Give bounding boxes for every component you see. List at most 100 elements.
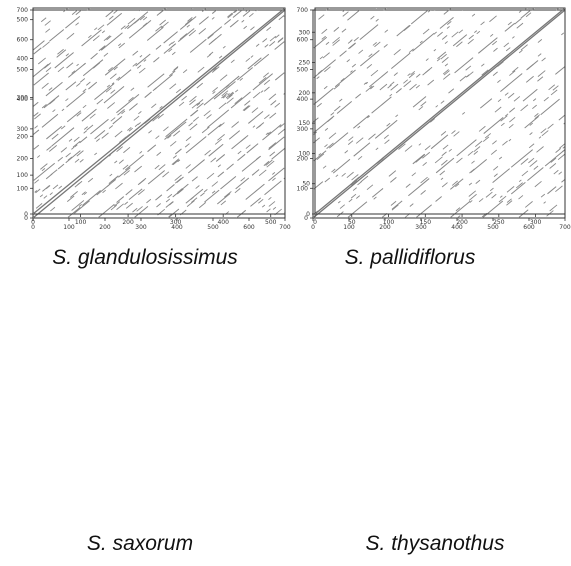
match-segment xyxy=(221,92,228,99)
match-segment xyxy=(511,36,515,39)
match-segment xyxy=(196,99,204,106)
match-segment xyxy=(403,25,411,32)
match-segment xyxy=(71,204,80,211)
match-segment xyxy=(116,76,121,81)
match-segment xyxy=(331,168,336,173)
match-segment xyxy=(152,115,160,122)
x-tick-label: 300 xyxy=(135,224,147,231)
repeat-segment xyxy=(481,200,504,218)
repeat-segment xyxy=(264,180,282,196)
repeat-segment xyxy=(450,178,464,190)
repeat-segment xyxy=(94,83,115,101)
match-segment xyxy=(234,188,241,194)
match-segment xyxy=(506,186,515,193)
repeat-segment xyxy=(510,149,534,168)
match-segment xyxy=(357,155,363,160)
match-segment xyxy=(520,158,529,165)
repeat-segment xyxy=(544,149,565,167)
match-segment xyxy=(363,82,367,85)
match-segment xyxy=(92,35,100,42)
match-segment xyxy=(132,207,138,213)
repeat-segment xyxy=(244,100,251,106)
match-segment xyxy=(526,63,534,71)
match-segment xyxy=(419,40,423,44)
match-segment xyxy=(66,32,75,40)
repeat-segment xyxy=(128,188,143,201)
match-segment xyxy=(41,82,49,89)
match-segment xyxy=(138,67,146,74)
y-tick-label: 700 xyxy=(297,7,309,14)
match-segment xyxy=(138,111,142,115)
match-segment xyxy=(420,190,426,195)
repeat-segment xyxy=(207,123,222,136)
repeat-segment xyxy=(66,110,82,123)
match-segment xyxy=(48,145,57,152)
match-segment xyxy=(427,10,432,13)
match-segment xyxy=(469,168,475,174)
match-segment xyxy=(350,70,353,73)
match-segment xyxy=(500,122,505,127)
match-segment xyxy=(467,38,474,45)
repeat-segment xyxy=(128,20,152,39)
match-segment xyxy=(36,155,41,158)
y-tick-label: 300 xyxy=(17,94,29,101)
match-segment xyxy=(520,44,528,51)
match-segment xyxy=(86,124,94,131)
match-segment xyxy=(120,25,126,30)
match-segment xyxy=(313,137,320,144)
match-segment xyxy=(137,64,142,69)
repeat-segment xyxy=(456,139,477,157)
match-segment xyxy=(321,35,326,40)
match-segment xyxy=(63,8,69,13)
match-segment xyxy=(113,66,118,71)
repeat-segment xyxy=(437,51,447,60)
match-segment xyxy=(441,35,448,40)
match-segment xyxy=(71,70,76,74)
match-segment xyxy=(211,181,219,187)
match-segment xyxy=(499,195,503,198)
match-segment xyxy=(485,191,493,198)
match-segment xyxy=(375,18,379,22)
y-tick-label: 200 xyxy=(17,156,29,163)
match-segment xyxy=(167,193,173,199)
match-segment xyxy=(251,107,259,114)
match-segment xyxy=(405,183,411,188)
match-segment xyxy=(45,67,52,73)
repeat-segment xyxy=(68,62,86,78)
repeat-segment xyxy=(33,40,45,51)
repeat-segment xyxy=(353,142,371,157)
y-tick-label: 300 xyxy=(299,29,311,36)
y-tick-label: 600 xyxy=(297,37,309,44)
y-tick-label: 100 xyxy=(17,172,29,179)
match-segment xyxy=(94,27,98,31)
match-segment xyxy=(74,144,78,148)
match-segment xyxy=(323,85,328,90)
match-segment xyxy=(327,116,334,123)
match-segment xyxy=(225,91,234,99)
match-segment xyxy=(198,28,207,35)
match-segment xyxy=(318,14,325,20)
repeat-segment xyxy=(520,10,532,19)
match-segment xyxy=(274,102,281,108)
match-segment xyxy=(158,164,166,171)
match-segment xyxy=(171,40,175,44)
match-segment xyxy=(333,84,341,90)
match-segment xyxy=(103,52,109,57)
match-segment xyxy=(83,191,88,196)
match-segment xyxy=(537,70,546,77)
repeat-segment xyxy=(56,49,67,58)
match-segment xyxy=(37,57,46,65)
x-tick-label: 500 xyxy=(207,224,219,231)
match-segment xyxy=(113,10,118,14)
repeat-segment xyxy=(250,197,262,207)
match-segment xyxy=(118,43,122,47)
match-segment xyxy=(498,195,507,203)
match-segment xyxy=(243,25,248,30)
match-segment xyxy=(379,83,388,91)
match-segment xyxy=(83,63,86,66)
match-segment xyxy=(159,8,167,14)
match-segment xyxy=(368,53,373,58)
repeat-segment xyxy=(371,188,384,198)
match-segment xyxy=(212,86,218,93)
match-segment xyxy=(352,187,357,191)
